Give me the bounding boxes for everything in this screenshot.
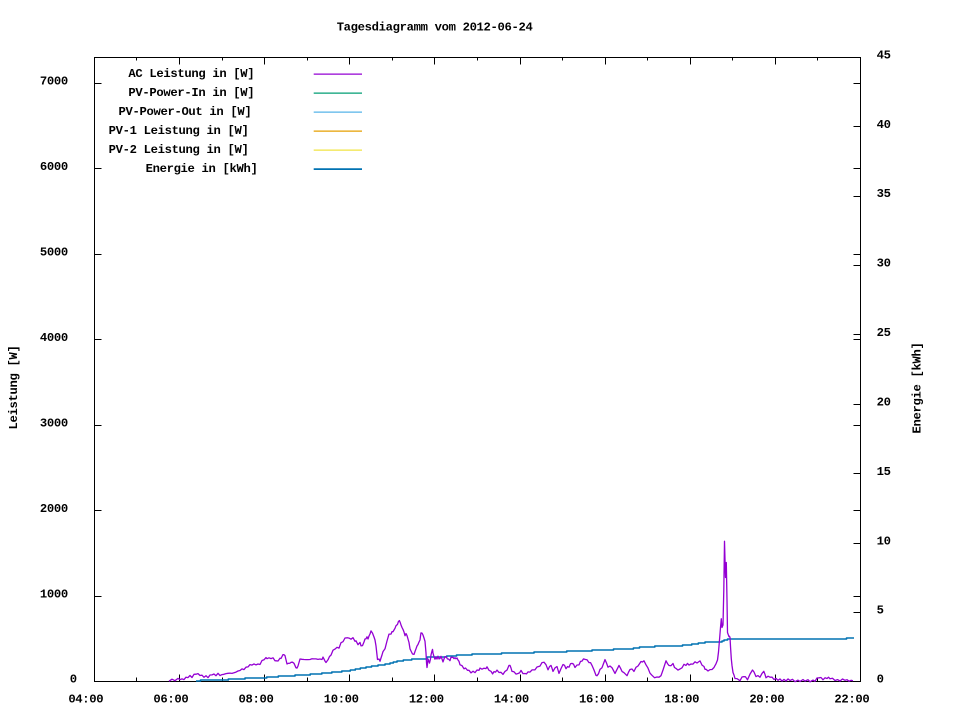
svg-text:5000: 5000 [40,246,68,260]
svg-text:0: 0 [70,673,77,687]
svg-text:16:00: 16:00 [579,693,614,707]
svg-text:10: 10 [877,534,891,548]
svg-text:7000: 7000 [40,74,68,88]
svg-text:Energie [kWh]: Energie [kWh] [911,343,925,434]
svg-text:25: 25 [877,326,891,340]
svg-text:12:00: 12:00 [409,693,444,707]
svg-text:45: 45 [877,48,891,62]
svg-text:PV-Power-Out in [W]: PV-Power-Out in [W] [119,105,252,119]
svg-text:2000: 2000 [40,502,68,516]
svg-text:AC Leistung in [W]: AC Leistung in [W] [128,67,254,81]
svg-text:10:00: 10:00 [324,693,359,707]
svg-text:5: 5 [877,604,884,618]
svg-text:PV-Power-In in [W]: PV-Power-In in [W] [128,86,254,100]
svg-text:08:00: 08:00 [239,693,274,707]
svg-text:1000: 1000 [40,588,68,602]
svg-text:04:00: 04:00 [68,693,103,707]
svg-text:22:00: 22:00 [834,693,869,707]
svg-text:18:00: 18:00 [664,693,699,707]
svg-text:Energie in [kWh]: Energie in [kWh] [146,162,258,176]
svg-text:35: 35 [877,187,891,201]
svg-text:40: 40 [877,118,891,132]
svg-text:20: 20 [877,396,891,410]
svg-text:4000: 4000 [40,331,68,345]
svg-text:Tagesdiagramm vom 2012-06-24: Tagesdiagramm vom 2012-06-24 [337,21,533,35]
svg-text:0: 0 [877,673,884,687]
svg-text:3000: 3000 [40,417,68,431]
svg-text:14:00: 14:00 [494,693,529,707]
svg-text:20:00: 20:00 [749,693,784,707]
svg-text:15: 15 [877,465,891,479]
svg-text:6000: 6000 [40,160,68,174]
svg-text:PV-2 Leistung in [W]: PV-2 Leistung in [W] [109,143,249,157]
svg-text:PV-1 Leistung in [W]: PV-1 Leistung in [W] [109,124,249,138]
svg-text:Leistung [W]: Leistung [W] [7,346,21,430]
svg-text:06:00: 06:00 [153,693,188,707]
svg-text:30: 30 [877,257,891,271]
